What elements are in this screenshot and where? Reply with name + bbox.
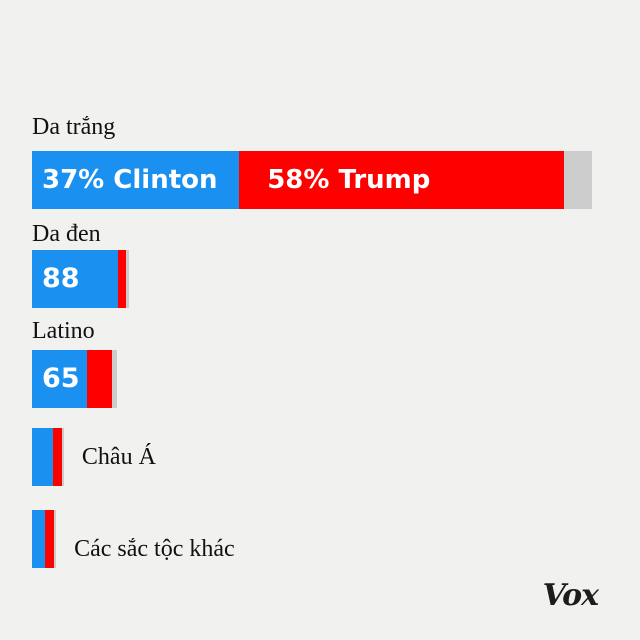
bar-other-0 [563, 151, 592, 209]
bar-trump-3 [52, 428, 62, 486]
bar-group-0 [32, 151, 592, 209]
bar-trump-1 [117, 250, 126, 308]
bar-clinton-3 [32, 428, 53, 486]
bar-clinton-2 [32, 350, 88, 408]
bar-other-1 [125, 250, 130, 308]
category-label-1: Da đen [32, 221, 101, 247]
bar-clinton-4 [32, 510, 46, 568]
category-label-0: Da trắng [32, 114, 116, 140]
data-label-clinton-0: 37% Clinton [42, 165, 218, 195]
data-label-clinton-2: 65 [42, 363, 80, 394]
bar-group-3 [32, 428, 64, 486]
data-label-trump-0: 58% Trump [267, 165, 431, 195]
bar-other-2 [111, 350, 118, 408]
bar-clinton-0 [32, 151, 240, 209]
data-label-clinton-1: 88 [42, 263, 80, 294]
category-label-2: Latino [32, 318, 95, 344]
vox-logo: Vox [542, 578, 599, 613]
bar-trump-0 [239, 151, 564, 209]
bar-other-3 [61, 428, 64, 486]
bar-other-4 [54, 510, 57, 568]
bar-group-4 [32, 510, 57, 568]
bar-group-1 [32, 250, 130, 308]
bar-clinton-1 [32, 250, 118, 308]
bar-trump-4 [45, 510, 55, 568]
category-label-4: Các sắc tộc khác [74, 536, 235, 562]
category-label-3: Châu Á [81, 444, 156, 470]
bar-group-2 [32, 350, 118, 408]
bar-trump-2 [87, 350, 112, 408]
